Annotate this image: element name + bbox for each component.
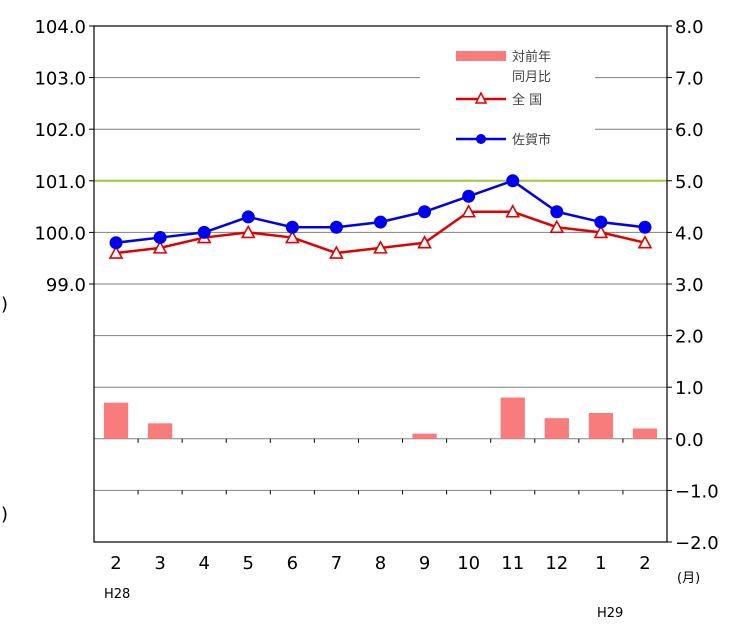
saga-point-8: [462, 189, 476, 203]
x-axis-tick-label: 4: [198, 553, 209, 574]
national-point-8: [461, 204, 477, 218]
right-axis-tick-label: 7.0: [675, 69, 704, 90]
saga-point-0: [109, 236, 123, 250]
saga-point-7: [418, 205, 432, 219]
saga-point-4: [285, 220, 299, 234]
national-point-5: [329, 245, 344, 259]
bar-0: [103, 402, 129, 439]
right-axis-tick-label: 3.0: [675, 275, 704, 296]
bar-series-yoy: [103, 397, 658, 439]
x-axis-unit-label: (月): [677, 571, 700, 586]
axis-labels: 8.0 7.0 6.0 5.0 4.0 3.0 2.0 1.0 0.0 −1.0 −2.0 104.0…: [1, 17, 719, 621]
era-label-h29: H29: [597, 606, 623, 621]
national-point-7: [417, 235, 432, 249]
plot-frame: [89, 25, 672, 543]
left-axis-tick-label: 101.0: [34, 172, 86, 193]
x-axis-tick-label: 11: [501, 553, 524, 574]
legend-saga-label: 佐賀市: [512, 132, 551, 148]
right-axis-tick-label: 5.0: [675, 172, 704, 193]
bar-12: [632, 428, 658, 439]
national-point-1: [152, 240, 168, 254]
legend-national-label: 全 国: [512, 92, 542, 108]
saga-point-1: [153, 231, 167, 245]
x-axis-tick-label: 12: [545, 553, 568, 574]
saga-point-5: [329, 220, 343, 234]
legend-saga-marker: [476, 134, 486, 144]
right-axis-tick-label: 2.0: [675, 327, 704, 348]
saga-point-3: [241, 210, 255, 224]
x-axis-tick-label: 7: [331, 553, 342, 574]
right-axis-tick-label: 4.0: [675, 223, 704, 244]
legend-bar-label-line2: 同月比: [512, 70, 551, 85]
national-point-9: [505, 204, 521, 218]
bar-1: [147, 423, 173, 439]
national-point-4: [284, 229, 300, 244]
bar-7: [412, 433, 437, 439]
left-axis-tick-label: 103.0: [34, 69, 86, 90]
saga-point-6: [374, 215, 387, 229]
national-point-3: [240, 224, 256, 239]
saga-point-10: [550, 205, 564, 219]
national-point-11: [593, 224, 609, 239]
bar-9: [500, 397, 525, 439]
x-axis-tick-label: 9: [419, 553, 430, 574]
legend-national-marker: [474, 91, 488, 104]
legend-bar-label-line1: 対前年: [512, 49, 551, 65]
left-axis-tick-label: 104.0: [34, 17, 86, 38]
edge-paren-lower: ): [1, 504, 8, 525]
legend-bar-swatch: [456, 51, 506, 61]
bar-11: [588, 413, 614, 439]
x-axis-tick-label: 1: [595, 553, 606, 574]
legend: 対前年 同月比 全 国 佐賀市: [420, 42, 595, 162]
left-axis-tick-label: 100.0: [34, 223, 86, 244]
right-axis-tick-label: 8.0: [675, 17, 704, 38]
right-axis-tick-label: 1.0: [675, 378, 704, 399]
national-point-12: [637, 235, 653, 249]
era-label-h28: H28: [104, 587, 130, 602]
right-axis-tick-label: 0.0: [675, 430, 704, 451]
series-line-1: [115, 179, 646, 244]
line-series: [108, 174, 653, 259]
national-point-0: [108, 245, 124, 259]
x-axis-tick-label: 2: [639, 553, 650, 574]
x-axis-tick-label: 2: [110, 553, 121, 574]
right-axis-tick-label: 6.0: [675, 120, 704, 141]
edge-paren-upper: ): [1, 294, 8, 315]
saga-point-2: [197, 225, 211, 239]
bar-10: [544, 418, 569, 439]
right-axis-tick-label: −1.0: [675, 481, 719, 502]
saga-point-9: [506, 174, 520, 188]
x-axis-tick-label: 3: [154, 553, 165, 574]
left-axis-tick-label: 102.0: [34, 120, 86, 141]
x-axis-tick-label: 10: [457, 553, 480, 574]
saga-point-12: [638, 220, 652, 234]
x-axis-tick-label: 8: [375, 553, 386, 574]
left-axis-tick-label: 99.0: [46, 275, 86, 296]
saga-point-11: [594, 215, 608, 229]
x-axis-tick-label: 6: [287, 553, 298, 574]
national-point-6: [373, 240, 388, 254]
national-point-10: [549, 219, 565, 234]
right-axis-tick-label: −2.0: [675, 533, 719, 554]
x-axis-tick-label: 5: [243, 553, 254, 574]
